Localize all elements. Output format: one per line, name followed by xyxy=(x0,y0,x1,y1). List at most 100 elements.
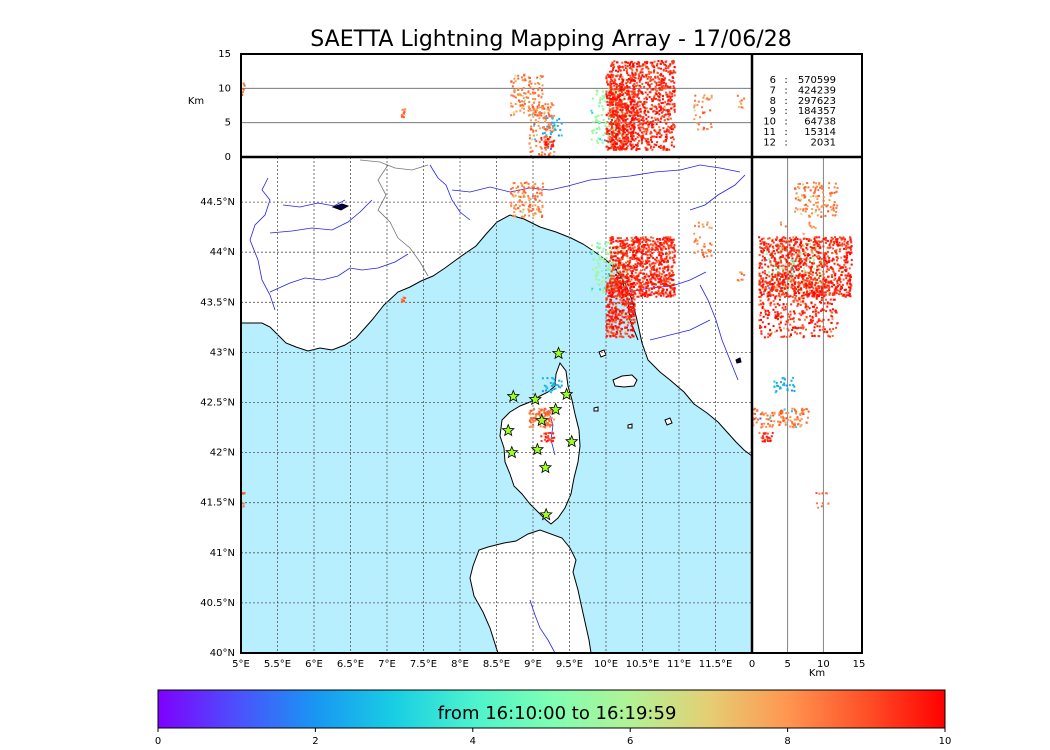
lightning-source-top xyxy=(606,83,609,86)
lightning-source-map xyxy=(550,424,553,427)
lightning-source-map xyxy=(629,305,632,308)
lightning-source-map xyxy=(657,251,660,254)
lightning-source-top xyxy=(646,147,649,150)
lightning-source-map xyxy=(524,195,527,198)
lightning-source-side xyxy=(777,247,780,250)
lightning-source-map xyxy=(614,307,617,310)
lightning-source-map xyxy=(512,182,515,185)
lightning-source-map xyxy=(615,287,618,290)
counts-legend-separator: : xyxy=(784,75,787,86)
lightning-source-top xyxy=(655,105,658,108)
lightning-source-map xyxy=(612,275,615,278)
lightning-source-map xyxy=(617,289,620,292)
lightning-source-side xyxy=(811,252,814,255)
river-north-1 xyxy=(282,199,346,208)
lightning-source-top xyxy=(661,61,664,64)
lightning-source-side xyxy=(838,236,841,239)
lightning-source-side xyxy=(819,186,822,189)
lightning-source-top xyxy=(620,121,623,124)
lightning-source-side xyxy=(808,221,811,224)
lightning-source-map xyxy=(607,265,610,268)
lightning-source-map xyxy=(510,187,513,190)
lightning-source-top xyxy=(643,103,646,106)
lightning-source-map xyxy=(657,293,660,296)
lightning-source-side xyxy=(826,261,829,264)
lightning-source-side xyxy=(815,182,818,185)
lightning-source-side xyxy=(791,261,794,264)
lightning-source-map xyxy=(522,208,525,211)
lightning-source-side xyxy=(759,281,762,284)
lightning-source-side xyxy=(786,313,789,316)
lightning-source-top xyxy=(619,69,622,72)
lightning-source-top xyxy=(663,105,666,108)
lightning-source-top xyxy=(607,115,610,118)
lightning-source-side xyxy=(823,265,826,268)
lightning-source-top xyxy=(645,122,648,125)
lightning-source-map xyxy=(534,182,537,185)
lightning-source-map xyxy=(660,257,663,260)
lightning-source-map xyxy=(608,294,611,297)
lightning-source-top xyxy=(613,88,616,91)
lightning-source-top xyxy=(624,121,627,124)
lightning-source-map xyxy=(548,420,551,423)
lightning-source-top xyxy=(541,107,544,110)
lightning-source-top xyxy=(613,84,616,87)
lightning-source-top xyxy=(610,90,613,93)
lightning-source-top xyxy=(618,114,621,117)
lightning-source-top xyxy=(650,136,653,139)
map-lat-tick-label: 41.5°N xyxy=(200,498,235,509)
lightning-source-side xyxy=(786,327,789,330)
lightning-source-map xyxy=(624,290,627,293)
lightning-source-top xyxy=(617,136,620,139)
lightning-source-map xyxy=(625,261,628,264)
lightning-source-side xyxy=(811,208,814,211)
lightning-source-side xyxy=(773,420,776,423)
lightning-source-side xyxy=(781,293,784,296)
lightning-source-map xyxy=(518,199,521,202)
lightning-source-side xyxy=(829,310,832,313)
lightning-source-side xyxy=(806,248,809,251)
lightning-source-top xyxy=(612,92,615,95)
lightning-source-top xyxy=(636,114,639,117)
lightning-source-top xyxy=(632,103,635,106)
lightning-source-side xyxy=(779,257,782,260)
lightning-source-map xyxy=(667,236,670,239)
lightning-source-map xyxy=(709,249,712,252)
lightning-source-top xyxy=(622,124,625,127)
lightning-source-top xyxy=(626,61,629,64)
lightning-source-map xyxy=(635,275,638,278)
lightning-source-side xyxy=(841,237,844,240)
lightning-source-side xyxy=(805,256,808,259)
lightning-source-map xyxy=(611,248,614,251)
lightning-source-side xyxy=(828,247,831,250)
lightning-source-side xyxy=(824,298,827,301)
lightning-source-side xyxy=(831,237,834,240)
lightning-source-map xyxy=(697,221,700,224)
lightning-source-map xyxy=(624,284,627,287)
lightning-source-map xyxy=(625,251,628,254)
lightning-source-map xyxy=(635,269,638,272)
lightning-source-side xyxy=(789,280,792,283)
lightning-source-side xyxy=(783,419,786,422)
lightning-source-top xyxy=(538,106,541,109)
lightning-source-map xyxy=(614,255,617,258)
lightning-source-map xyxy=(629,249,632,252)
lightning-source-map xyxy=(657,259,660,262)
lightning-source-top xyxy=(653,80,656,83)
lightning-source-map xyxy=(671,288,674,291)
lightning-source-side xyxy=(825,492,828,495)
lightning-source-map xyxy=(633,258,636,261)
lightning-source-top xyxy=(611,118,614,121)
lightning-source-top xyxy=(528,84,531,87)
lightning-source-map xyxy=(557,385,560,388)
lightning-source-map xyxy=(636,282,639,285)
lightning-source-map xyxy=(636,288,639,291)
lightning-source-top xyxy=(627,108,630,111)
lightning-source-top xyxy=(636,94,639,97)
lightning-source-map xyxy=(649,292,652,295)
map-lon-tick-label: 5.5°E xyxy=(264,659,291,670)
lightning-source-map xyxy=(663,284,666,287)
lightning-source-side xyxy=(787,242,790,245)
lightning-source-top xyxy=(662,95,665,98)
lightning-source-top xyxy=(609,91,612,94)
